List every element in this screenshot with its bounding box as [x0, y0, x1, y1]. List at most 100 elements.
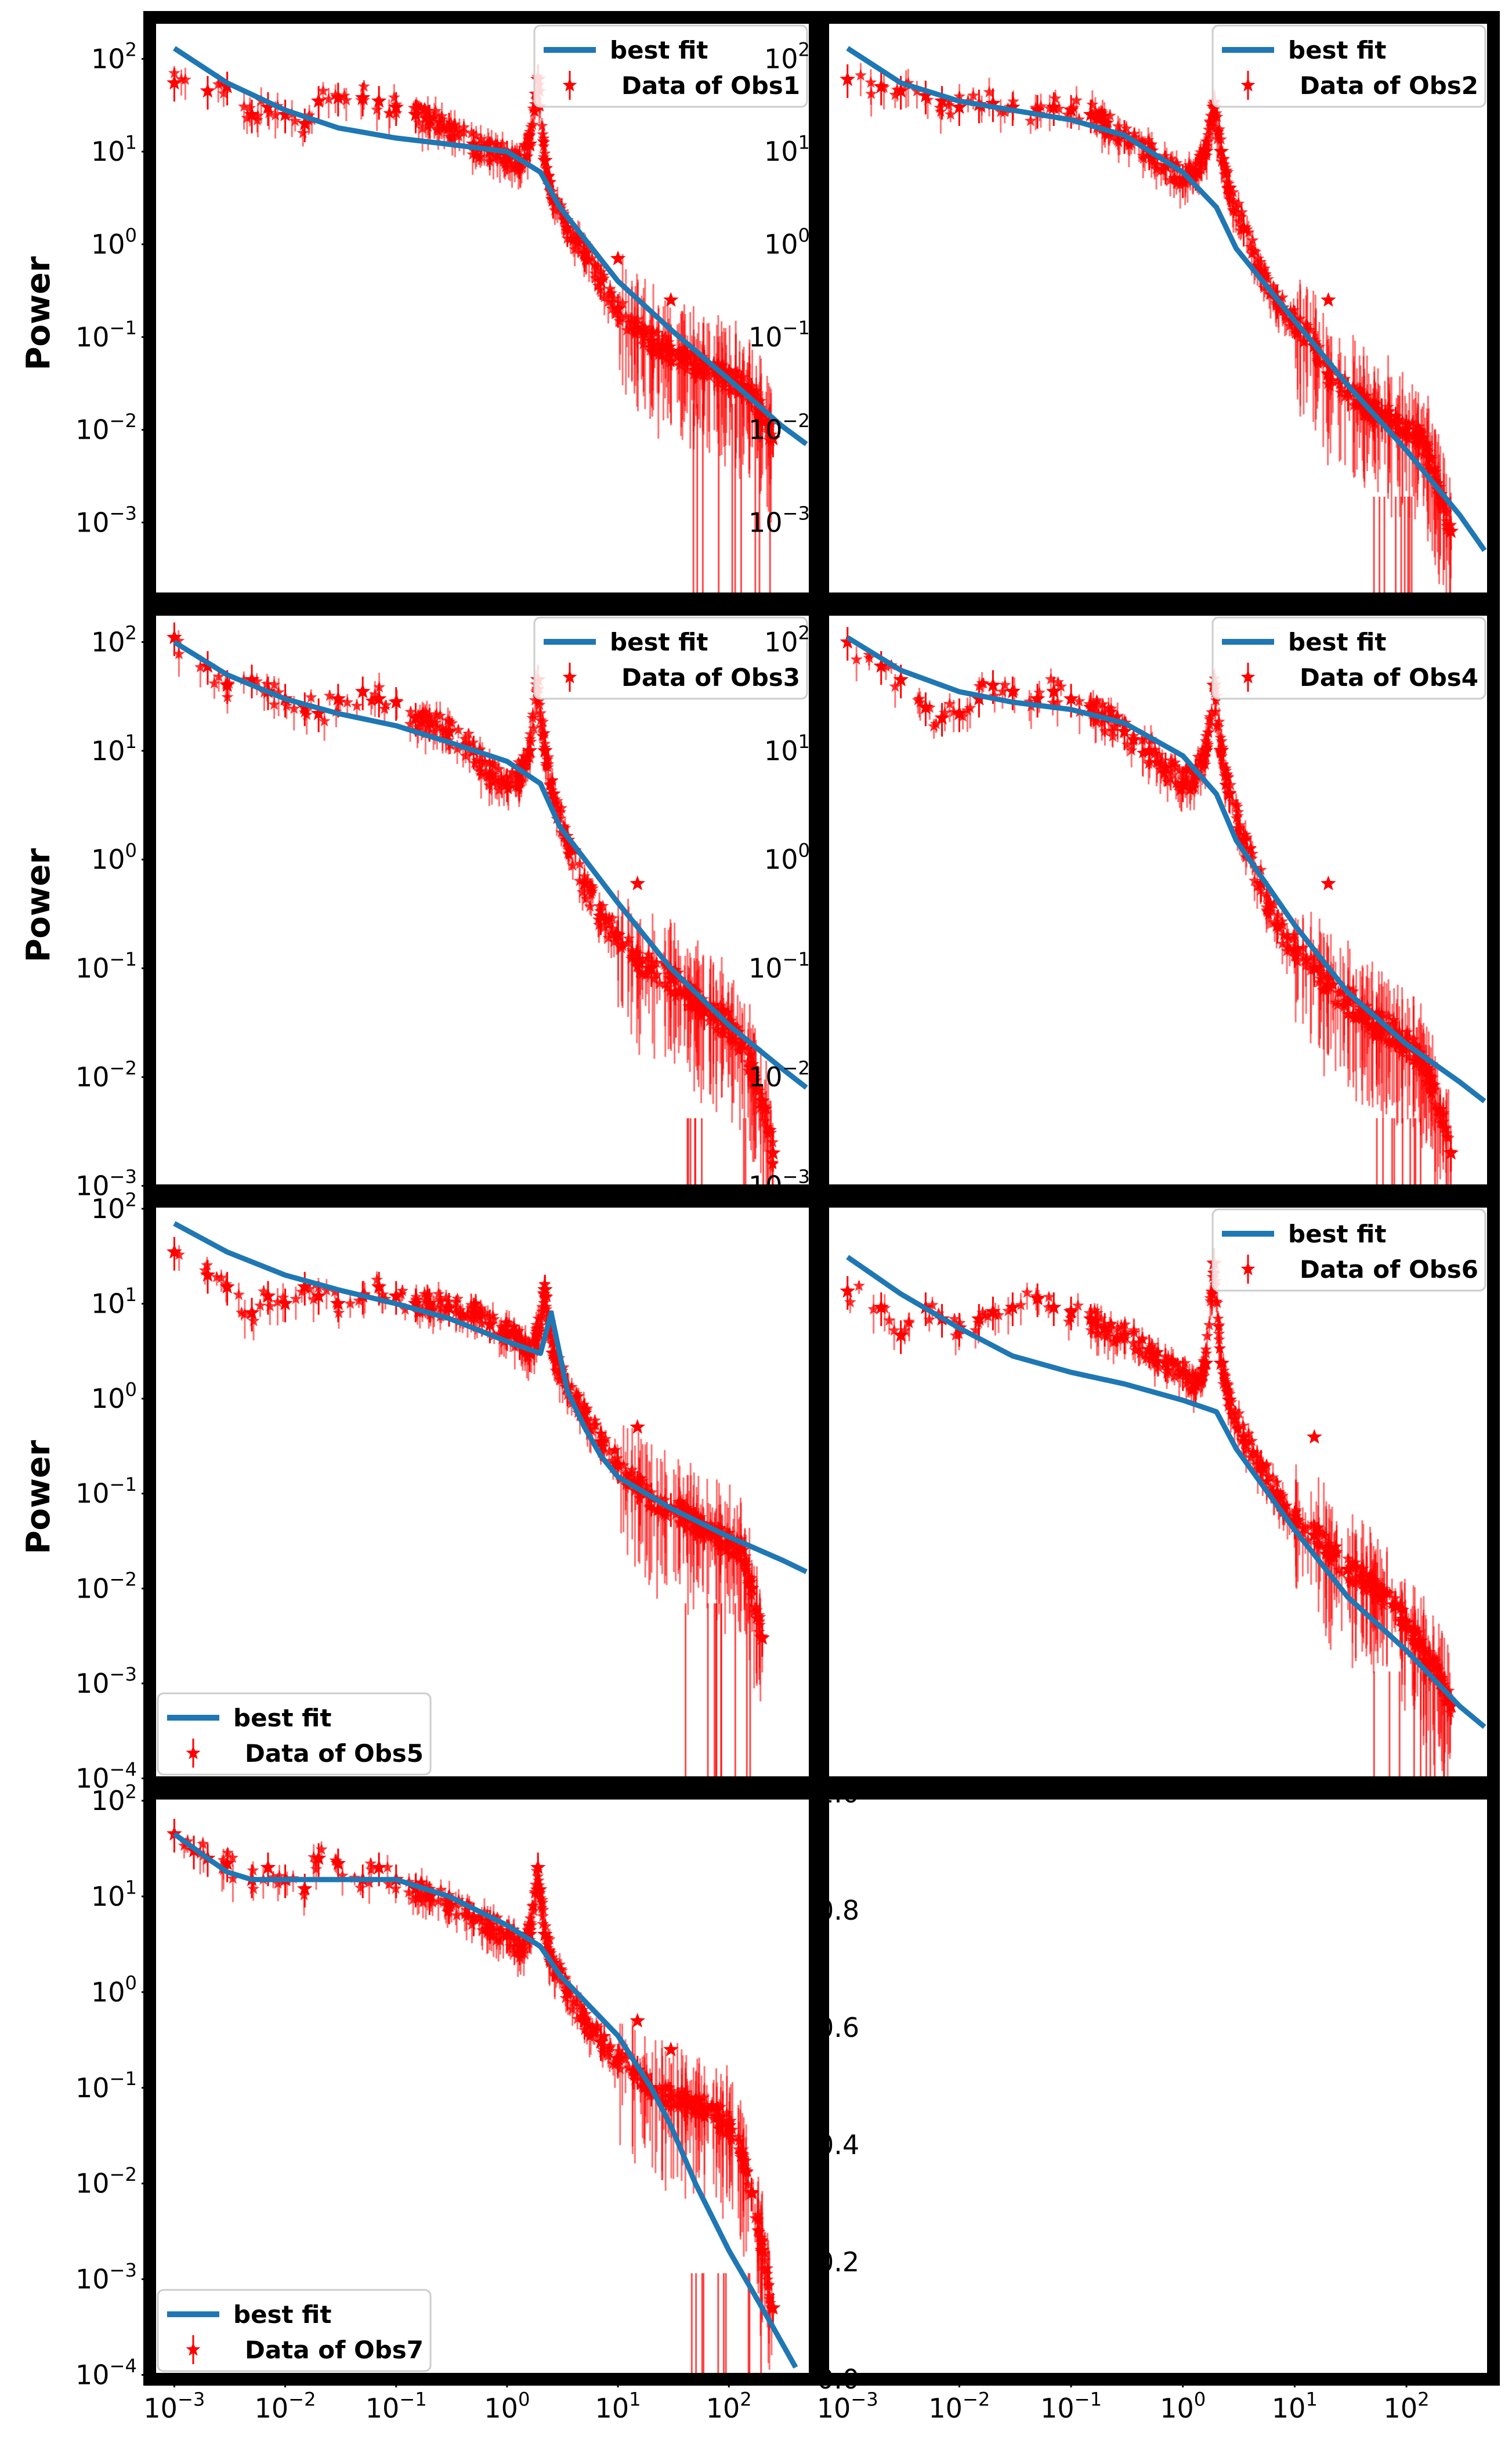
data-point [1005, 99, 1021, 114]
data-star-noise [371, 103, 384, 115]
data-star-noise [1202, 726, 1214, 738]
data-star-noise [536, 120, 548, 131]
data-star-noise [628, 1475, 641, 1487]
data-point [1221, 180, 1237, 196]
data-star-noise [747, 1075, 759, 1087]
data-star-noise [1090, 1314, 1102, 1326]
data-star-noise [1263, 288, 1276, 300]
data-star-noise [1246, 847, 1259, 859]
data-star-noise [469, 1297, 482, 1309]
data-star-noise [1153, 749, 1166, 761]
data-star-noise [1246, 234, 1259, 246]
data-star-noise [212, 670, 225, 682]
data-star-noise [1144, 1352, 1157, 1364]
data-star-noise [1211, 1296, 1224, 1309]
data-star-noise [1187, 163, 1200, 175]
data-star-noise [623, 1469, 636, 1482]
legend: best fit Data of Obs4 [1211, 616, 1486, 700]
data-point [1321, 977, 1336, 992]
data-star-noise [377, 1288, 389, 1300]
data-point [754, 405, 771, 420]
data-point [1198, 143, 1214, 158]
data-star-noise [749, 1600, 762, 1613]
data-star-noise [435, 1301, 448, 1313]
data-star-noise [1429, 474, 1442, 486]
data-point [355, 89, 371, 104]
data-star-noise [272, 686, 285, 698]
data-point [743, 385, 759, 400]
panel-Obs3: 10−3 10−2 10−1 100 101 102 best fit Data of Obs… [75, 603, 822, 1201]
data-star-noise [508, 1320, 520, 1332]
data-star-noise [1021, 1286, 1033, 1298]
data-star-noise [1406, 416, 1419, 428]
data-star-noise [1169, 760, 1181, 772]
legend-label: best fit [1288, 628, 1386, 656]
panel-Obs5: 10−4 10−3 10−2 10−1 100 101 102 best fit Data of… [75, 1188, 822, 1794]
data-star-noise [761, 418, 773, 431]
data-star-noise [1111, 134, 1124, 146]
data-star-noise [1311, 353, 1323, 366]
data-star-noise [598, 272, 610, 284]
data-star-noise [541, 761, 554, 773]
y-tick-label: 100 [91, 1378, 137, 1414]
data-star-noise [1105, 705, 1117, 717]
data-star-noise [864, 76, 877, 88]
data-star-noise [589, 272, 602, 284]
data-star-noise [432, 1288, 445, 1299]
data-star-noise [489, 773, 502, 785]
data-star-noise [211, 1270, 223, 1282]
data-point [512, 767, 527, 782]
data-star-noise [1133, 1336, 1145, 1348]
data-point [1157, 759, 1174, 775]
data-star-noise [473, 1304, 486, 1316]
data-star-noise [584, 1423, 597, 1436]
best-fit-line [173, 1221, 808, 1574]
data-point [696, 1003, 712, 1018]
data-star-noise [738, 1556, 751, 1568]
data-star-noise [411, 99, 424, 111]
data-star-noise [606, 296, 619, 308]
data-star-noise [1091, 113, 1104, 125]
data-star-noise [1072, 1299, 1084, 1311]
data-star-noise [969, 1324, 982, 1336]
data-star-noise [943, 698, 956, 710]
data-star-noise [642, 952, 654, 964]
data-star-noise [526, 711, 539, 724]
data-star-noise [675, 353, 688, 365]
data-star-noise [491, 138, 504, 150]
data-star-noise [914, 696, 927, 708]
y-tick-label: 100 [91, 224, 137, 260]
data-star-noise [404, 705, 417, 717]
data-star-noise [1391, 422, 1404, 435]
data-point [1236, 832, 1251, 847]
data-star-noise [1232, 825, 1245, 837]
y-tick-label: 10−1 [75, 948, 137, 984]
data-star-noise [1407, 429, 1420, 441]
data-star-noise [942, 99, 955, 111]
data-star-noise [493, 1327, 506, 1339]
data-star-noise [686, 353, 699, 365]
data-star-noise [1358, 409, 1370, 421]
data-star-noise [1150, 162, 1163, 175]
legend-star-swatch [186, 1746, 201, 1759]
y-tick-label: 10−1 [748, 317, 810, 353]
data-point [545, 786, 561, 801]
data-star-noise [1182, 161, 1195, 174]
data-star-noise [1227, 203, 1239, 215]
data-star-noise [371, 1273, 383, 1285]
data-star-noise [932, 1307, 945, 1319]
data-star-noise [538, 136, 551, 148]
data-point [330, 1295, 346, 1310]
data-star-noise [599, 1433, 612, 1444]
data-star-noise [1126, 733, 1139, 745]
data-star-noise [1102, 128, 1115, 140]
data-star-noise [487, 1309, 499, 1321]
data-point [710, 1529, 726, 1544]
data-point [1321, 366, 1336, 381]
data-point [1432, 1101, 1448, 1117]
data-star-noise [729, 1032, 742, 1045]
data-point [893, 671, 909, 687]
data-star-noise [639, 321, 652, 333]
data-point [296, 115, 313, 131]
